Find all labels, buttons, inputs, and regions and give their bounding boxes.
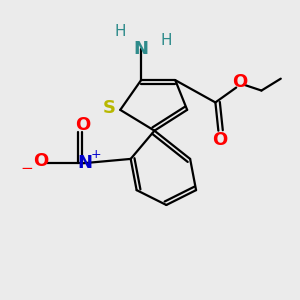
Text: O: O: [232, 73, 248, 91]
Text: −: −: [21, 161, 34, 176]
Text: +: +: [91, 148, 101, 161]
Text: O: O: [212, 130, 227, 148]
Text: S: S: [103, 99, 116, 117]
Text: N: N: [134, 40, 148, 58]
Text: O: O: [33, 152, 49, 170]
Text: N: N: [77, 154, 92, 172]
Text: H: H: [115, 24, 126, 39]
Text: O: O: [76, 116, 91, 134]
Text: H: H: [160, 33, 172, 48]
